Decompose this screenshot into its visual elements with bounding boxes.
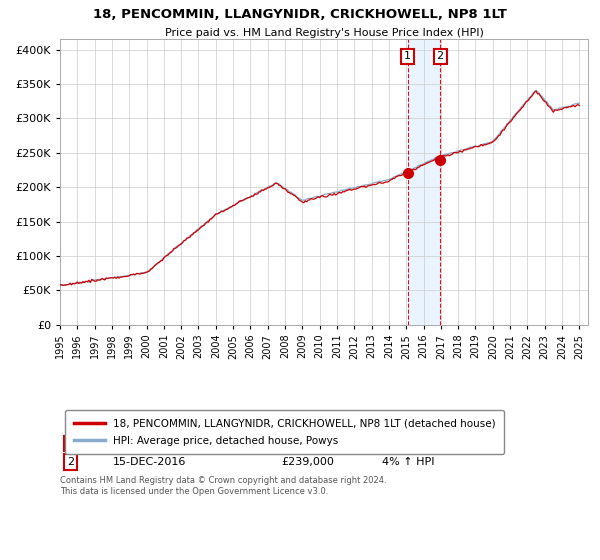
Text: £220,000: £220,000 (282, 438, 335, 449)
Text: 30-JAN-2015: 30-JAN-2015 (113, 438, 182, 449)
Text: £239,000: £239,000 (282, 457, 335, 467)
Text: Contains HM Land Registry data © Crown copyright and database right 2024.
This d: Contains HM Land Registry data © Crown c… (60, 477, 386, 496)
Text: 2: 2 (437, 52, 444, 62)
Bar (407, 39, 440, 325)
Text: 4% ↑ HPI: 4% ↑ HPI (382, 457, 434, 467)
Title: Price paid vs. HM Land Registry's House Price Index (HPI): Price paid vs. HM Land Registry's House … (164, 29, 484, 39)
Legend: 18, PENCOMMIN, LLANGYNIDR, CRICKHOWELL, NP8 1LT (detached house), HPI: Average p: 18, PENCOMMIN, LLANGYNIDR, CRICKHOWELL, … (65, 410, 504, 454)
Text: 2: 2 (67, 457, 74, 467)
Text: 15-DEC-2016: 15-DEC-2016 (113, 457, 186, 467)
Text: 1: 1 (67, 438, 74, 449)
Text: 4% ↑ HPI: 4% ↑ HPI (382, 438, 434, 449)
Text: 1: 1 (404, 52, 411, 62)
Text: 18, PENCOMMIN, LLANGYNIDR, CRICKHOWELL, NP8 1LT: 18, PENCOMMIN, LLANGYNIDR, CRICKHOWELL, … (93, 8, 507, 21)
